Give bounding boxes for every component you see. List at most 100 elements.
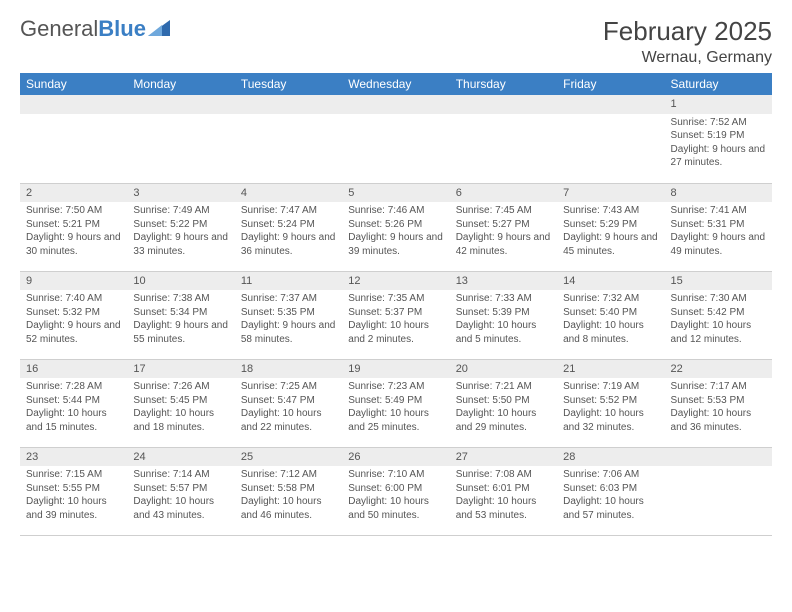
title-block: February 2025 Wernau, Germany bbox=[603, 16, 772, 67]
day-details: Sunrise: 7:26 AMSunset: 5:45 PMDaylight:… bbox=[127, 378, 234, 438]
day-number: 25 bbox=[235, 448, 342, 467]
calendar-cell: 27Sunrise: 7:08 AMSunset: 6:01 PMDayligh… bbox=[450, 447, 557, 535]
daylight-text: Daylight: 10 hours and 43 minutes. bbox=[133, 495, 228, 522]
daylight-text: Daylight: 10 hours and 46 minutes. bbox=[241, 495, 336, 522]
day-details: Sunrise: 7:43 AMSunset: 5:29 PMDaylight:… bbox=[557, 202, 664, 262]
sunset-text: Sunset: 6:00 PM bbox=[348, 482, 443, 496]
calendar-cell: 2Sunrise: 7:50 AMSunset: 5:21 PMDaylight… bbox=[20, 183, 127, 271]
day-details: Sunrise: 7:19 AMSunset: 5:52 PMDaylight:… bbox=[557, 378, 664, 438]
calendar-cell bbox=[665, 447, 772, 535]
sunrise-text: Sunrise: 7:17 AM bbox=[671, 380, 766, 394]
day-number: 22 bbox=[665, 360, 772, 379]
daylight-text: Daylight: 9 hours and 49 minutes. bbox=[671, 231, 766, 258]
calendar-cell: 22Sunrise: 7:17 AMSunset: 5:53 PMDayligh… bbox=[665, 359, 772, 447]
empty-daynum bbox=[557, 95, 664, 114]
day-number: 10 bbox=[127, 272, 234, 291]
sunrise-text: Sunrise: 7:25 AM bbox=[241, 380, 336, 394]
daylight-text: Daylight: 9 hours and 33 minutes. bbox=[133, 231, 228, 258]
sunset-text: Sunset: 5:35 PM bbox=[241, 306, 336, 320]
daylight-text: Daylight: 10 hours and 5 minutes. bbox=[456, 319, 551, 346]
sunrise-text: Sunrise: 7:52 AM bbox=[671, 116, 766, 130]
daylight-text: Daylight: 10 hours and 36 minutes. bbox=[671, 407, 766, 434]
day-details: Sunrise: 7:49 AMSunset: 5:22 PMDaylight:… bbox=[127, 202, 234, 262]
day-details: Sunrise: 7:17 AMSunset: 5:53 PMDaylight:… bbox=[665, 378, 772, 438]
day-number: 9 bbox=[20, 272, 127, 291]
calendar-cell: 18Sunrise: 7:25 AMSunset: 5:47 PMDayligh… bbox=[235, 359, 342, 447]
day-number: 7 bbox=[557, 184, 664, 203]
sunrise-text: Sunrise: 7:33 AM bbox=[456, 292, 551, 306]
day-number: 23 bbox=[20, 448, 127, 467]
day-number: 28 bbox=[557, 448, 664, 467]
calendar-cell: 20Sunrise: 7:21 AMSunset: 5:50 PMDayligh… bbox=[450, 359, 557, 447]
sunset-text: Sunset: 5:52 PM bbox=[563, 394, 658, 408]
calendar-cell: 3Sunrise: 7:49 AMSunset: 5:22 PMDaylight… bbox=[127, 183, 234, 271]
calendar-body: 1Sunrise: 7:52 AMSunset: 5:19 PMDaylight… bbox=[20, 95, 772, 535]
empty-daynum bbox=[20, 95, 127, 114]
location: Wernau, Germany bbox=[603, 49, 772, 67]
calendar-row: 9Sunrise: 7:40 AMSunset: 5:32 PMDaylight… bbox=[20, 271, 772, 359]
day-number: 16 bbox=[20, 360, 127, 379]
sunset-text: Sunset: 5:40 PM bbox=[563, 306, 658, 320]
weekday-header: Wednesday bbox=[342, 73, 449, 95]
daylight-text: Daylight: 10 hours and 22 minutes. bbox=[241, 407, 336, 434]
daylight-text: Daylight: 9 hours and 27 minutes. bbox=[671, 143, 766, 170]
day-details: Sunrise: 7:37 AMSunset: 5:35 PMDaylight:… bbox=[235, 290, 342, 350]
daylight-text: Daylight: 10 hours and 12 minutes. bbox=[671, 319, 766, 346]
sunset-text: Sunset: 5:37 PM bbox=[348, 306, 443, 320]
sunset-text: Sunset: 5:58 PM bbox=[241, 482, 336, 496]
calendar-cell: 17Sunrise: 7:26 AMSunset: 5:45 PMDayligh… bbox=[127, 359, 234, 447]
daylight-text: Daylight: 9 hours and 55 minutes. bbox=[133, 319, 228, 346]
calendar-row: 1Sunrise: 7:52 AMSunset: 5:19 PMDaylight… bbox=[20, 95, 772, 183]
sunset-text: Sunset: 5:49 PM bbox=[348, 394, 443, 408]
calendar-cell: 4Sunrise: 7:47 AMSunset: 5:24 PMDaylight… bbox=[235, 183, 342, 271]
sunset-text: Sunset: 5:31 PM bbox=[671, 218, 766, 232]
empty-daynum bbox=[235, 95, 342, 114]
day-details: Sunrise: 7:50 AMSunset: 5:21 PMDaylight:… bbox=[20, 202, 127, 262]
sunrise-text: Sunrise: 7:08 AM bbox=[456, 468, 551, 482]
calendar-cell bbox=[20, 95, 127, 183]
calendar-cell bbox=[127, 95, 234, 183]
sunset-text: Sunset: 5:45 PM bbox=[133, 394, 228, 408]
daylight-text: Daylight: 10 hours and 32 minutes. bbox=[563, 407, 658, 434]
sunrise-text: Sunrise: 7:26 AM bbox=[133, 380, 228, 394]
daylight-text: Daylight: 9 hours and 36 minutes. bbox=[241, 231, 336, 258]
sunset-text: Sunset: 6:03 PM bbox=[563, 482, 658, 496]
header: GeneralBlue February 2025 Wernau, German… bbox=[20, 16, 772, 67]
calendar-cell: 23Sunrise: 7:15 AMSunset: 5:55 PMDayligh… bbox=[20, 447, 127, 535]
weekday-header: Tuesday bbox=[235, 73, 342, 95]
day-number: 3 bbox=[127, 184, 234, 203]
sunrise-text: Sunrise: 7:14 AM bbox=[133, 468, 228, 482]
calendar-cell: 5Sunrise: 7:46 AMSunset: 5:26 PMDaylight… bbox=[342, 183, 449, 271]
sunset-text: Sunset: 5:19 PM bbox=[671, 129, 766, 143]
day-number: 26 bbox=[342, 448, 449, 467]
day-details: Sunrise: 7:46 AMSunset: 5:26 PMDaylight:… bbox=[342, 202, 449, 262]
calendar-cell: 24Sunrise: 7:14 AMSunset: 5:57 PMDayligh… bbox=[127, 447, 234, 535]
daylight-text: Daylight: 10 hours and 8 minutes. bbox=[563, 319, 658, 346]
daylight-text: Daylight: 10 hours and 25 minutes. bbox=[348, 407, 443, 434]
day-number: 17 bbox=[127, 360, 234, 379]
sunrise-text: Sunrise: 7:35 AM bbox=[348, 292, 443, 306]
sunset-text: Sunset: 5:24 PM bbox=[241, 218, 336, 232]
day-details: Sunrise: 7:38 AMSunset: 5:34 PMDaylight:… bbox=[127, 290, 234, 350]
calendar-cell: 10Sunrise: 7:38 AMSunset: 5:34 PMDayligh… bbox=[127, 271, 234, 359]
calendar-cell bbox=[235, 95, 342, 183]
day-details: Sunrise: 7:40 AMSunset: 5:32 PMDaylight:… bbox=[20, 290, 127, 350]
triangle-icon bbox=[148, 16, 170, 42]
calendar-cell: 15Sunrise: 7:30 AMSunset: 5:42 PMDayligh… bbox=[665, 271, 772, 359]
sunrise-text: Sunrise: 7:38 AM bbox=[133, 292, 228, 306]
sunrise-text: Sunrise: 7:32 AM bbox=[563, 292, 658, 306]
daylight-text: Daylight: 9 hours and 58 minutes. bbox=[241, 319, 336, 346]
sunrise-text: Sunrise: 7:06 AM bbox=[563, 468, 658, 482]
sunset-text: Sunset: 5:29 PM bbox=[563, 218, 658, 232]
day-details: Sunrise: 7:33 AMSunset: 5:39 PMDaylight:… bbox=[450, 290, 557, 350]
sunset-text: Sunset: 5:39 PM bbox=[456, 306, 551, 320]
day-number: 20 bbox=[450, 360, 557, 379]
calendar-cell: 7Sunrise: 7:43 AMSunset: 5:29 PMDaylight… bbox=[557, 183, 664, 271]
calendar-cell: 6Sunrise: 7:45 AMSunset: 5:27 PMDaylight… bbox=[450, 183, 557, 271]
calendar-cell: 1Sunrise: 7:52 AMSunset: 5:19 PMDaylight… bbox=[665, 95, 772, 183]
sunset-text: Sunset: 5:27 PM bbox=[456, 218, 551, 232]
day-details: Sunrise: 7:14 AMSunset: 5:57 PMDaylight:… bbox=[127, 466, 234, 526]
sunrise-text: Sunrise: 7:45 AM bbox=[456, 204, 551, 218]
day-number: 2 bbox=[20, 184, 127, 203]
weekday-header: Friday bbox=[557, 73, 664, 95]
